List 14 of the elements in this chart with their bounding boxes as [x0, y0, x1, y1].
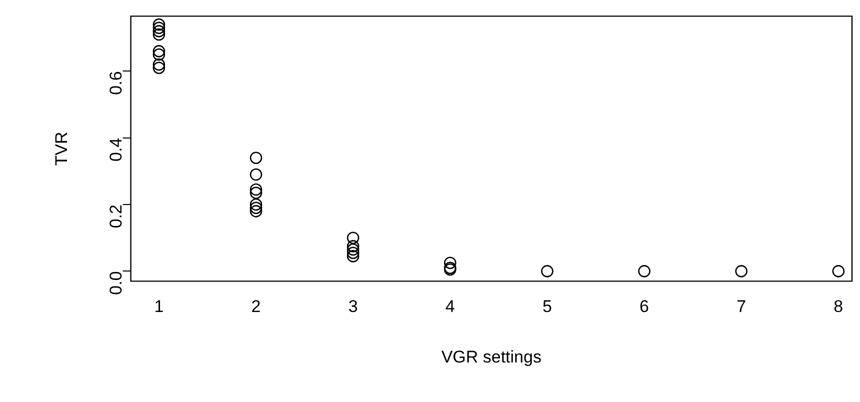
y-tick-label: 0.4: [106, 138, 126, 162]
x-tick-label: 3: [348, 297, 358, 316]
x-tick-label: 8: [834, 297, 844, 316]
x-tick-label: 4: [445, 297, 455, 316]
y-axis-title: TVR: [52, 132, 71, 166]
x-tick-label: 7: [736, 297, 746, 316]
x-tick-label: 2: [251, 297, 261, 316]
x-axis-title: VGR settings: [441, 347, 542, 366]
x-tick-label: 6: [640, 297, 650, 316]
y-tick-label: 0.0: [106, 271, 126, 295]
x-tick-label: 1: [154, 297, 164, 316]
y-tick-label: 0.2: [106, 204, 126, 228]
x-tick-label: 5: [542, 297, 552, 316]
y-tick-label: 0.6: [106, 71, 126, 95]
